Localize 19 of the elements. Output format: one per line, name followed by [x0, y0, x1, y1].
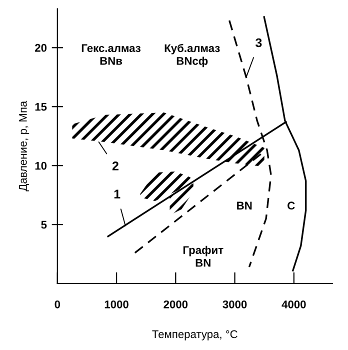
x-tick-label: 2000: [164, 300, 188, 308]
x-tick-label: 3000: [222, 300, 247, 308]
y-tick-label: 15: [35, 103, 47, 111]
annotation: Гекс.алмаз BNв: [82, 44, 141, 65]
y-tick-label: 10: [35, 162, 47, 170]
y-axis-title: Давление, p, Мпа: [19, 100, 30, 192]
annotation: Куб.алмаз BNсф: [164, 44, 220, 68]
y-tick-label: 20: [35, 44, 47, 52]
annotation: 1: [114, 190, 120, 198]
x-tick-label: 1000: [104, 300, 128, 308]
annotation: C: [288, 202, 295, 210]
annotation: 2: [112, 162, 118, 170]
x-tick-label: 0: [54, 300, 60, 308]
annotation: 3: [256, 38, 262, 48]
annotation: Графит BN: [183, 246, 224, 267]
x-tick-label: 4000: [282, 300, 306, 308]
x-axis-title: Температура, °C: [152, 330, 238, 340]
annotation: BN: [237, 202, 252, 210]
y-tick-label: 5: [41, 220, 47, 229]
